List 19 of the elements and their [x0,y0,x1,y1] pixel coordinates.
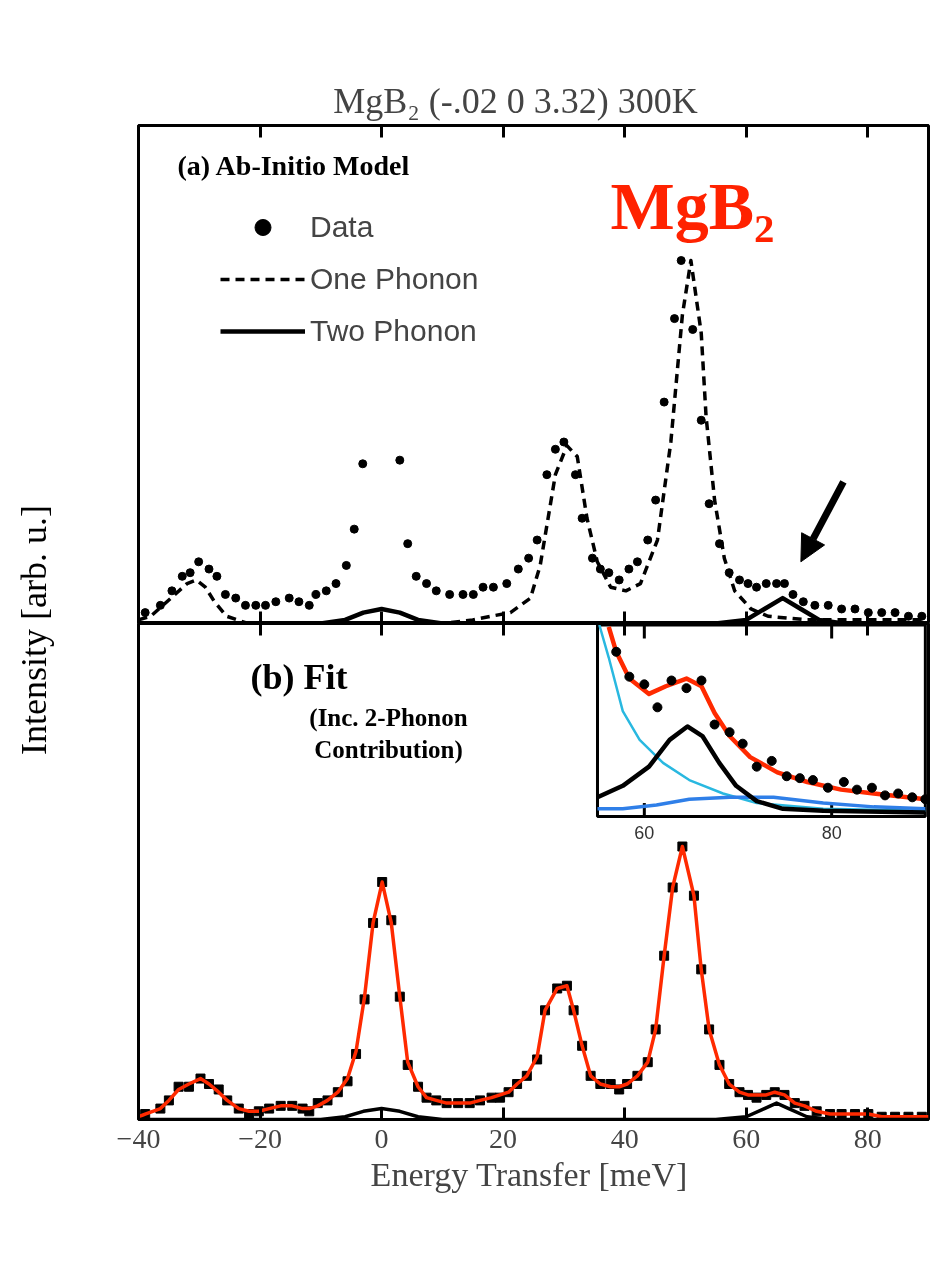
text: (a) Ab-Initio Model [177,150,410,181]
text: (b) Fit [250,656,348,697]
x-tick-label: 80 [853,1122,882,1154]
chart-title: MgB₂ (-.02 0 3.32) 300K [333,80,698,121]
x-tick-label: −20 [238,1122,282,1154]
x-tick-label: 40 [610,1122,639,1154]
y-axis-title: Intensity [arb. u.] [13,505,54,755]
legend-label: Data [310,210,374,244]
x-axis-title: Energy Transfer [meV] [370,1155,688,1193]
x-tick-label: 60 [634,823,655,844]
legend-label: One Phonon [310,262,479,296]
x-tick-label: −40 [116,1122,161,1154]
legend-label: Two Phonon [310,314,477,348]
x-tick-label: 0 [374,1122,389,1154]
x-tick-label: 80 [821,823,842,844]
x-tick-label: 60 [732,1122,761,1154]
x-tick-label: 20 [489,1122,518,1154]
text: MgB₂ [610,167,775,244]
text: (Inc. 2-Phonon Contribution) [309,703,468,764]
